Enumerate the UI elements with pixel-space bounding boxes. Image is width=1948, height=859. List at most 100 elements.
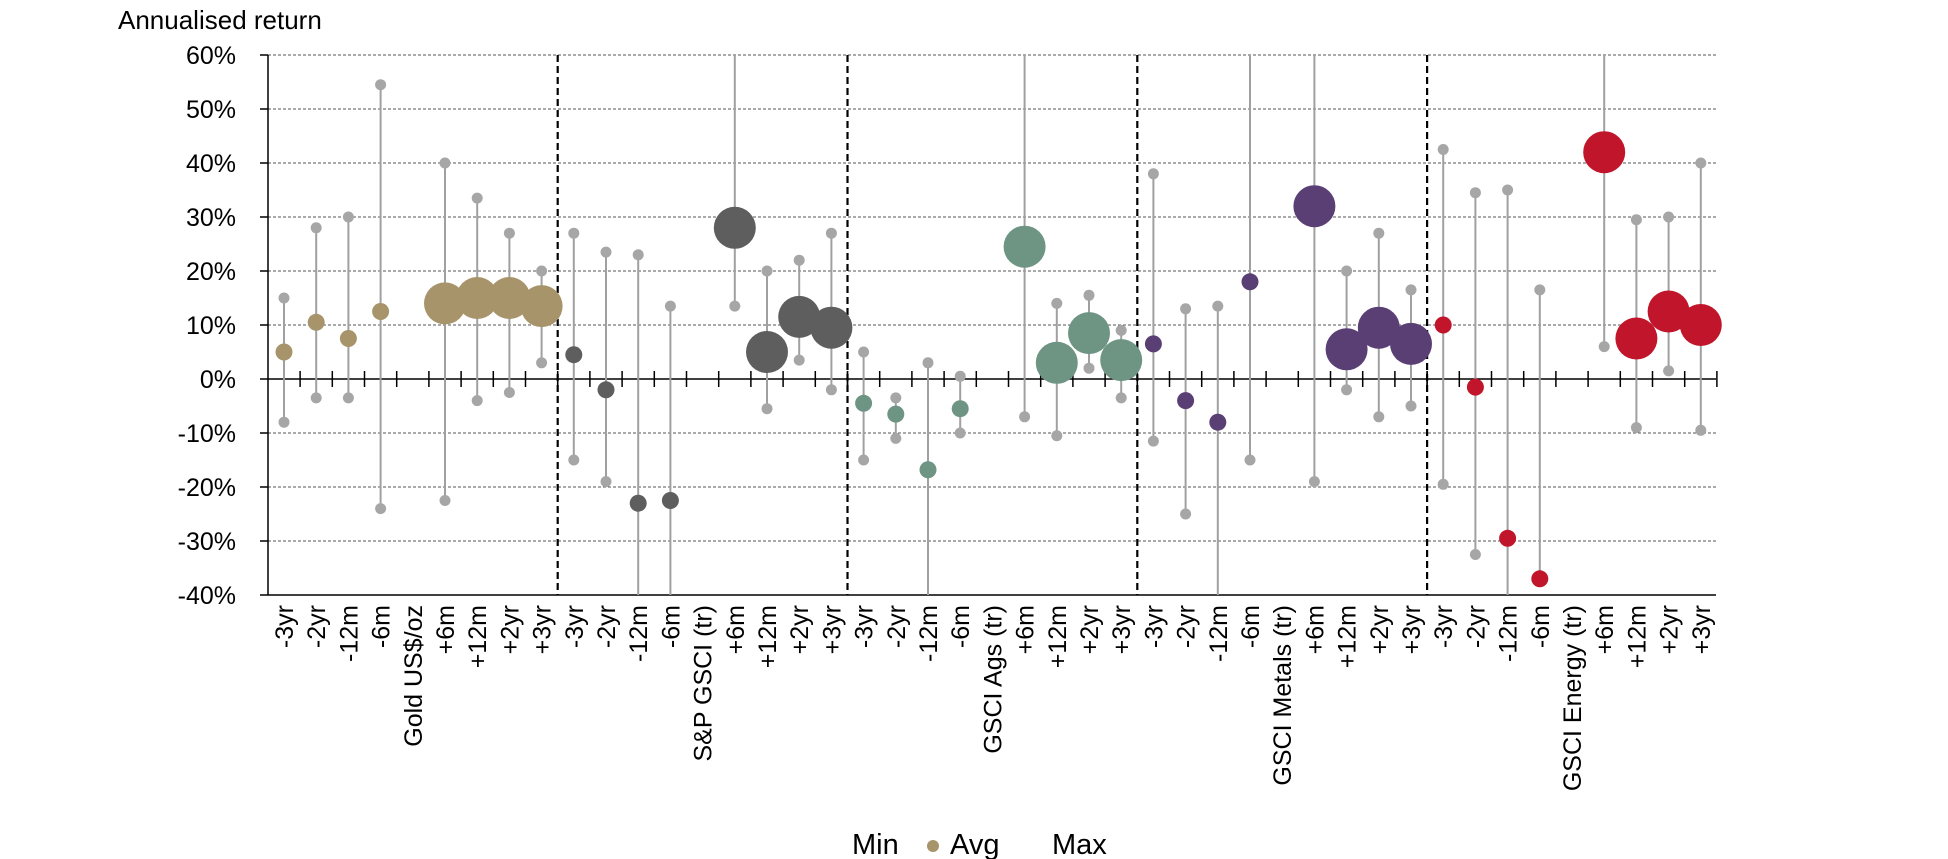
min-marker <box>1083 362 1095 374</box>
min-marker <box>1341 384 1353 396</box>
category-label: +3yr <box>529 605 557 654</box>
group-label: GSCI Metals (tr) <box>1269 605 1297 786</box>
category-label: -12m <box>625 605 653 662</box>
max-marker <box>1630 214 1642 226</box>
avg-marker <box>1679 304 1722 346</box>
category-label: -12m <box>335 605 363 662</box>
category-label: -2yr <box>1173 605 1201 648</box>
avg-marker <box>1466 378 1484 396</box>
min-marker <box>1469 549 1481 560</box>
min-marker <box>600 476 612 488</box>
max-marker <box>1180 303 1192 315</box>
min-marker <box>793 354 805 366</box>
max-marker <box>858 346 870 358</box>
avg-marker <box>1583 131 1626 174</box>
avg-marker <box>597 381 615 399</box>
avg-marker <box>520 285 563 328</box>
max-marker <box>278 292 290 304</box>
legend-max-label: Max <box>1052 829 1107 859</box>
y-tick-label: -10% <box>178 420 236 448</box>
category-label: +6m <box>432 605 460 654</box>
group-label: GSCI Energy (tr) <box>1559 605 1587 791</box>
max-marker <box>632 249 644 261</box>
avg-marker <box>339 330 357 347</box>
avg-marker <box>1390 322 1432 365</box>
min-marker <box>1663 365 1675 377</box>
avg-marker <box>1003 225 1046 268</box>
category-label: -2yr <box>883 605 911 648</box>
category-label: -3yr <box>1430 605 1458 648</box>
category-label: -3yr <box>1140 605 1168 648</box>
max-marker <box>1663 211 1675 223</box>
max-marker <box>890 392 902 404</box>
category-label: -6m <box>947 605 975 648</box>
y-tick-label: -40% <box>178 582 236 610</box>
category-label: +2yr <box>786 605 814 654</box>
min-marker <box>1373 411 1385 423</box>
category-label: -3yr <box>271 605 299 648</box>
max-marker <box>439 157 451 169</box>
y-tick-label: 40% <box>186 150 236 178</box>
min-marker <box>471 395 483 407</box>
category-label: -6m <box>368 605 396 648</box>
max-marker <box>1212 300 1224 312</box>
category-label: +3yr <box>1688 605 1716 654</box>
max-marker <box>1147 168 1159 180</box>
min-marker <box>1115 392 1127 404</box>
max-marker <box>1051 297 1063 309</box>
legend-avg-label: Avg <box>950 829 999 859</box>
min-marker <box>503 387 515 398</box>
max-marker <box>471 192 483 204</box>
category-label: +2yr <box>1076 605 1104 654</box>
category-label: -3yr <box>851 605 879 648</box>
axes: -40% -30% -20% -10% 0% 10% 20% 30% 40% 50% 60% <box>178 42 1718 610</box>
min-max-ranges <box>278 55 1707 595</box>
category-label: +3yr <box>1108 605 1136 654</box>
y-axis-title: Annualised return <box>118 5 322 35</box>
avg-marker <box>1615 317 1658 360</box>
category-label: +3yr <box>818 605 846 654</box>
min-marker <box>729 300 741 312</box>
group-label: GSCI Ags (tr) <box>979 605 1007 754</box>
category-label: +6m <box>1591 605 1619 654</box>
avg-marker <box>1068 312 1110 355</box>
category-label: -2yr <box>1462 605 1490 648</box>
max-marker <box>342 211 354 223</box>
y-tick-label: 30% <box>186 204 236 232</box>
min-marker <box>1180 508 1192 520</box>
y-tick-label: -20% <box>178 474 236 502</box>
min-marker <box>825 384 837 396</box>
min-marker <box>568 454 580 466</box>
data-points <box>275 131 1722 588</box>
avg-marker <box>810 306 853 349</box>
y-tick-label: 0% <box>200 366 236 394</box>
min-marker <box>278 416 290 428</box>
category-label: -2yr <box>303 605 331 648</box>
min-marker <box>310 392 322 404</box>
min-marker <box>536 357 548 369</box>
max-marker <box>1115 324 1127 336</box>
max-marker <box>664 300 676 312</box>
min-marker <box>1308 476 1320 488</box>
avg-marker <box>1100 339 1143 382</box>
max-marker <box>600 246 612 258</box>
max-marker <box>1083 289 1095 301</box>
avg-marker <box>424 282 466 325</box>
min-marker <box>1244 454 1256 466</box>
avg-marker <box>1144 335 1162 353</box>
category-label: +6m <box>1012 605 1040 654</box>
avg-marker <box>1209 413 1227 431</box>
min-marker <box>858 454 870 466</box>
category-label: +12m <box>1044 605 1072 668</box>
avg-marker <box>1499 529 1517 547</box>
category-label: +12m <box>754 605 782 668</box>
max-marker <box>1695 157 1707 169</box>
category-label: -12m <box>1495 605 1523 662</box>
avg-marker <box>1531 570 1549 588</box>
legend: Min Avg Max <box>852 829 1107 859</box>
max-marker <box>1405 284 1417 296</box>
avg-marker <box>713 206 756 249</box>
category-label: -12m <box>915 605 943 662</box>
category-label: +3yr <box>1398 605 1426 654</box>
